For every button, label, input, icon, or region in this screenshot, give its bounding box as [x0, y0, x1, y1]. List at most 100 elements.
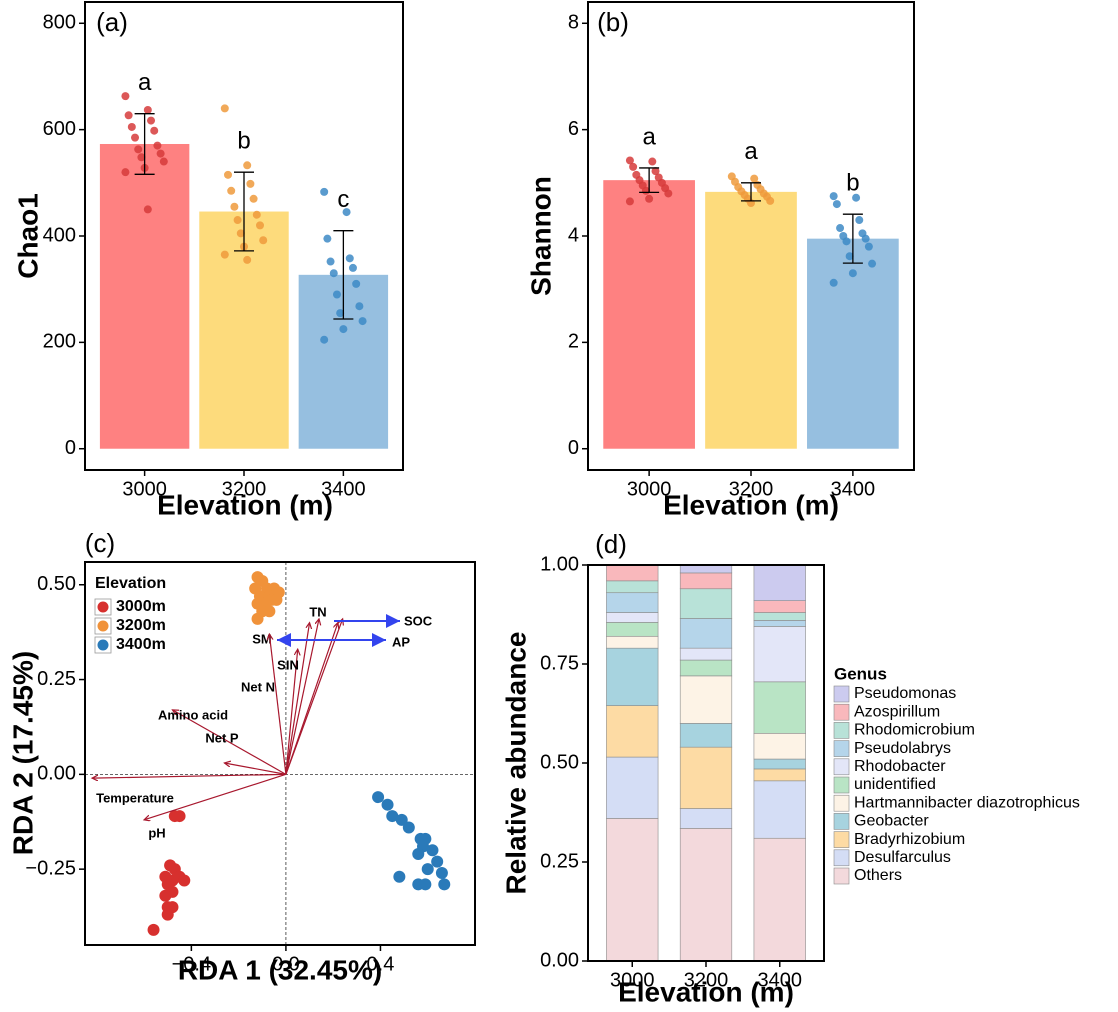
- bar-segment: [606, 612, 659, 623]
- bar-segment: [679, 746, 733, 809]
- plot-frame: [84, 1, 404, 471]
- env-arrow: [92, 773, 286, 778]
- y-tick-label: 600: [43, 118, 76, 140]
- data-point: [402, 821, 415, 834]
- env-label: Amino acid: [158, 707, 228, 722]
- bar-segment: [679, 618, 733, 649]
- legend-label: Bradyrhizobium: [854, 831, 965, 848]
- env-arrow: [285, 623, 338, 775]
- data-point: [438, 878, 451, 891]
- y-tick-label: 0.25: [37, 668, 76, 690]
- data-point: [842, 237, 851, 246]
- data-point: [358, 317, 367, 326]
- data-point: [836, 224, 845, 233]
- legend-label: 3000m: [116, 598, 166, 615]
- y-axis-title: RDA 2 (17.45%): [7, 651, 38, 855]
- data-point: [372, 791, 385, 804]
- data-point: [852, 193, 861, 202]
- data-point: [150, 126, 159, 135]
- x-tick-label: −0.4: [172, 953, 211, 975]
- data-point: [766, 196, 775, 205]
- legend-label: 3200m: [116, 617, 166, 634]
- env-arrow: [269, 634, 287, 775]
- data-point: [664, 189, 673, 198]
- data-point: [159, 157, 168, 166]
- data-point: [243, 161, 252, 170]
- bar-segment: [753, 758, 806, 770]
- data-point: [263, 605, 276, 618]
- legend-swatch: [833, 722, 850, 739]
- data-point: [320, 335, 329, 344]
- panel-label: (a): [96, 7, 128, 37]
- significance-letter: b: [846, 170, 859, 197]
- data-point: [861, 234, 870, 243]
- data-point: [829, 192, 838, 201]
- bar-segment: [753, 768, 806, 782]
- significance-letter: a: [138, 69, 152, 96]
- bar-segment: [753, 681, 806, 734]
- legend-label: Desulfarculus: [854, 849, 951, 866]
- data-point: [233, 216, 242, 225]
- env-arrow: [144, 773, 287, 820]
- env-label: TN: [309, 604, 326, 619]
- significance-letter: c: [337, 186, 349, 213]
- y-tick-label: 6: [568, 118, 579, 140]
- bar-segment: [753, 620, 806, 627]
- data-point: [381, 798, 394, 811]
- y-tick-label: 0.75: [540, 652, 579, 674]
- y-tick-label: 0: [65, 437, 76, 459]
- data-point: [173, 810, 186, 823]
- legend-label: 3400m: [116, 636, 166, 653]
- panel-label: (c): [85, 528, 115, 558]
- highlight-arrows: [277, 614, 400, 647]
- legend-swatch: [833, 794, 850, 812]
- data-point: [435, 866, 448, 879]
- data-point: [220, 250, 229, 259]
- x-tick-label: 3000: [610, 969, 655, 991]
- y-tick-label: −0.25: [25, 857, 76, 879]
- y-tick-label: 800: [43, 12, 76, 34]
- data-point: [243, 255, 252, 264]
- bar-segment: [679, 564, 733, 574]
- data-point: [121, 168, 130, 177]
- x-tick-label: 3000: [122, 478, 167, 500]
- data-point: [224, 170, 232, 179]
- plot-frame: [84, 561, 476, 946]
- data-point: [143, 205, 152, 214]
- legend-swatch: [833, 703, 850, 721]
- data-point: [134, 145, 143, 154]
- bar-segment: [606, 635, 659, 649]
- bar-segment: [679, 647, 733, 661]
- data-point: [855, 216, 864, 225]
- bar-segment: [679, 572, 733, 590]
- error-bar: [639, 167, 660, 194]
- bar-segment: [606, 580, 659, 594]
- data-point: [256, 221, 264, 230]
- bar-segment: [606, 818, 659, 962]
- x-tick-label: 3200: [222, 478, 267, 500]
- y-tick-label: 0.00: [540, 949, 579, 971]
- panel-label: (b): [597, 7, 629, 37]
- data-point: [332, 290, 341, 299]
- error-bar: [234, 171, 254, 252]
- bar-segment: [679, 723, 733, 748]
- legend-label: Pseudolabrys: [854, 740, 951, 757]
- significance-letter: a: [642, 123, 656, 150]
- bar-segment: [679, 828, 733, 962]
- bar-segment: [679, 808, 733, 829]
- bar-segment: [679, 588, 733, 619]
- env-label: pH: [148, 825, 165, 840]
- data-point: [230, 202, 239, 211]
- bar-segment: [606, 705, 659, 758]
- data-point: [251, 612, 264, 625]
- data-point: [323, 234, 332, 243]
- legend-swatch: [833, 758, 850, 776]
- legend-swatch: [97, 601, 109, 613]
- data-point: [750, 174, 759, 183]
- data-point: [326, 257, 335, 266]
- data-point: [412, 847, 425, 860]
- legend-swatch: [833, 813, 850, 830]
- legend-title: Elevation: [95, 575, 166, 592]
- data-point: [648, 157, 657, 166]
